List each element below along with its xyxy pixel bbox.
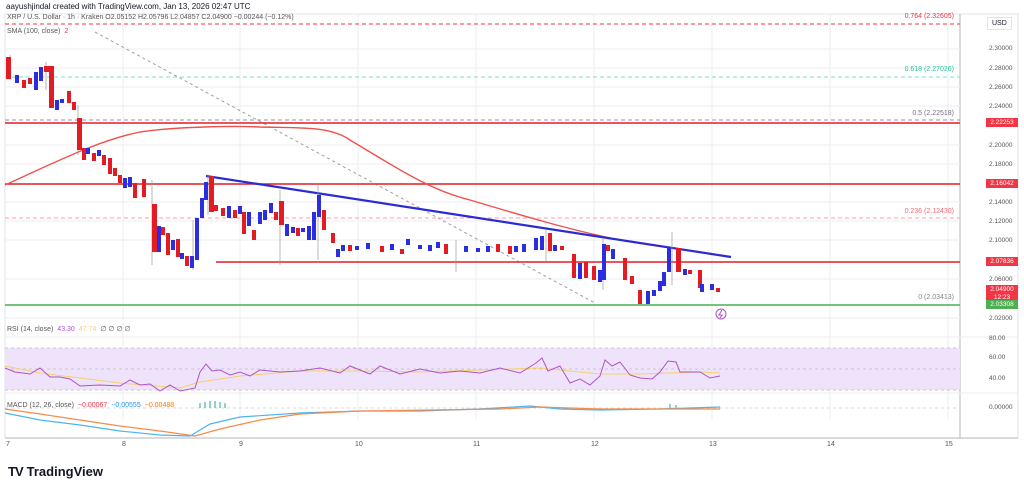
- price-badge-2-03308: 2.03308: [986, 300, 1018, 309]
- time-tick: 13: [709, 441, 717, 448]
- rsi-tick: 60.00: [989, 354, 1006, 361]
- price-badge-2-16042: 2.16042: [986, 179, 1018, 188]
- price-tick: 2.02000: [989, 315, 1013, 322]
- price-badge-2-07836: 2.07836: [986, 257, 1018, 266]
- macd-hist-value: −0.00067: [77, 402, 108, 409]
- bar-countdown: 12:23: [993, 294, 1011, 301]
- fib-label-0764: 0.764 (2.32605): [904, 13, 954, 20]
- macd-signal-value: −0.00488: [144, 402, 175, 409]
- sma-value: 2: [64, 28, 69, 35]
- current-price-badge: 2.04900 12:23: [986, 285, 1018, 303]
- symbol-legend: XRP / U.S. Dollar · 1h · Kraken O2.05152…: [7, 14, 298, 21]
- time-tick: 10: [355, 441, 363, 448]
- price-tick: 2.24000: [989, 103, 1013, 110]
- current-price: 2.04900: [990, 286, 1014, 293]
- time-tick: 8: [122, 441, 126, 448]
- fib-label-0: 0 (2.03413): [918, 294, 954, 301]
- price-tick: 2.30000: [989, 45, 1013, 52]
- rsi-value: 43.30: [57, 326, 75, 333]
- rsi-band: [5, 348, 960, 390]
- macd-value: −0.00555: [111, 402, 141, 409]
- macd-legend[interactable]: MACD (12, 26, close) −0.00067 −0.00555 −0.0…: [7, 402, 178, 409]
- price-tick: 2.26000: [989, 84, 1013, 91]
- rsi-extra: ∅ ∅ ∅ ∅: [100, 326, 131, 333]
- price-tick: 2.12000: [989, 218, 1013, 225]
- price-tick: 2.06000: [989, 276, 1013, 283]
- price-chart-svg: [4, 13, 1019, 439]
- time-tick: 12: [591, 441, 599, 448]
- price-tick: 2.20000: [989, 142, 1013, 149]
- flash-icon: [715, 308, 727, 320]
- rsi-tick: 40.00: [989, 375, 1006, 382]
- time-tick: 14: [827, 441, 835, 448]
- rsi-legend[interactable]: RSI (14, close) 43.30 47.74 ∅ ∅ ∅ ∅: [7, 325, 135, 333]
- brand-name: TradingView: [26, 464, 103, 479]
- macd-label: MACD (12, 26, close): [7, 402, 74, 409]
- chart-credit: aayushjindal created with TradingView.co…: [6, 2, 251, 11]
- fib-label-0236: 0.236 (2.12430): [904, 208, 954, 215]
- price-tick: 2.18000: [989, 161, 1013, 168]
- currency-label[interactable]: USD: [987, 17, 1012, 30]
- price-tick: 2.28000: [989, 65, 1013, 72]
- time-tick: 11: [473, 441, 481, 448]
- time-tick: 15: [945, 441, 953, 448]
- price-tick: 2.10000: [989, 237, 1013, 244]
- fib-label-05: 0.5 (2.22518): [912, 110, 954, 117]
- rsi-ma-value: 47.74: [78, 326, 97, 333]
- rsi-label: RSI (14, close): [7, 326, 54, 333]
- sma-label: SMA (100, close): [7, 28, 61, 35]
- time-tick: 7: [6, 441, 10, 448]
- tradingview-logo: TV TradingView: [8, 464, 103, 479]
- sma-legend[interactable]: SMA (100, close) 2: [7, 28, 72, 35]
- price-badge-2-22253: 2.22253: [986, 118, 1018, 127]
- rsi-tick: 80.00: [989, 335, 1006, 342]
- symbol-info: XRP / U.S. Dollar · 1h · Kraken O2.05152…: [7, 14, 294, 21]
- candles: [6, 55, 720, 304]
- chart-area[interactable]: [0, 12, 1024, 440]
- price-tick: 2.14000: [989, 199, 1013, 206]
- fib-label-0618: 0.618 (2.27026): [904, 66, 954, 73]
- tradingview-logo-icon: TV: [8, 464, 24, 479]
- time-tick: 9: [239, 441, 243, 448]
- macd-tick: 0.00000: [989, 404, 1013, 411]
